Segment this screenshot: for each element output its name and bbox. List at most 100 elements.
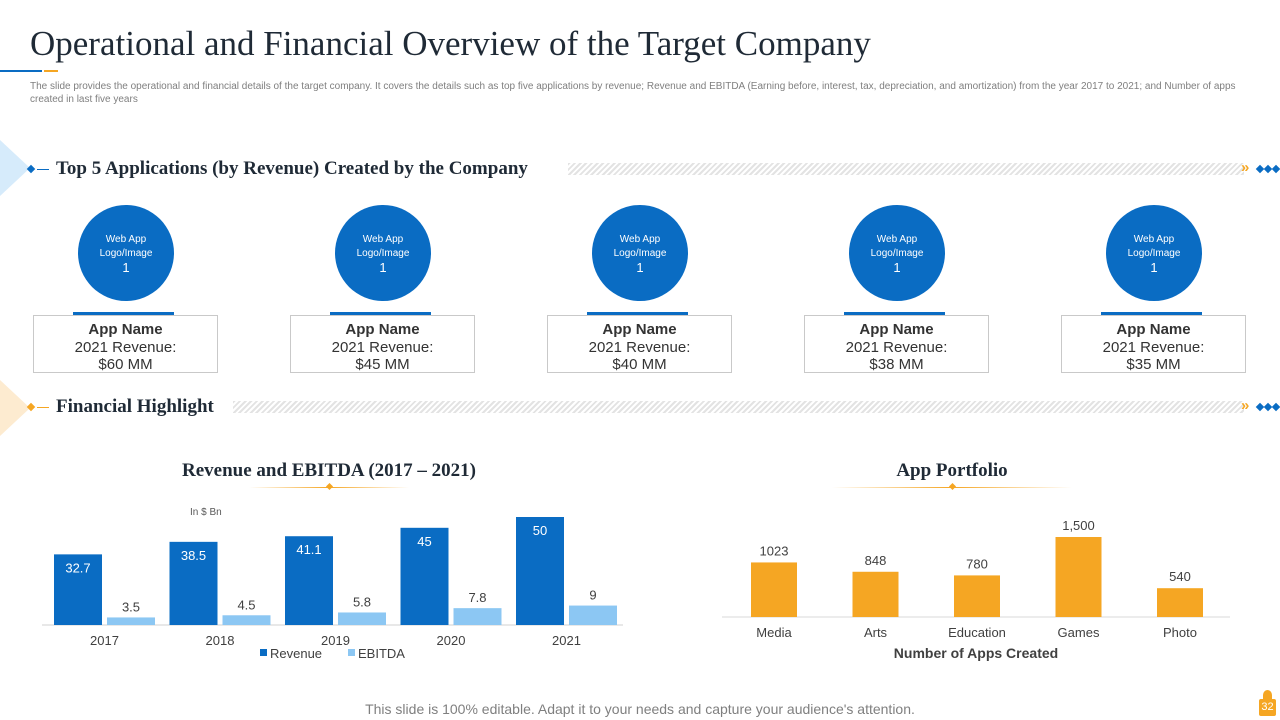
x-tick-label: Arts <box>864 625 888 640</box>
ebitda-bar <box>453 608 502 625</box>
section1-chevron-icon: » <box>1241 159 1250 176</box>
revenue-value-label: 32.7 <box>65 560 90 575</box>
page-badge-top-icon <box>1263 690 1272 700</box>
title-underline-blue <box>0 70 42 72</box>
app-info-box: App Name 2021 Revenue: $35 MM <box>1061 315 1246 373</box>
revenue-value-label: 45 <box>417 534 431 549</box>
app-name: App Name <box>1116 321 1191 338</box>
app-logo-line1: Web App <box>362 234 404 245</box>
x-tick-label: 2021 <box>552 633 581 648</box>
revenue-bar <box>400 527 449 625</box>
page-title: Operational and Financial Overview of th… <box>30 24 871 63</box>
revenue-ebitda-chart: In $ Bn 32.7 3.5 2017 38.5 4.5 2018 41.1 5.8 201… <box>42 507 623 661</box>
revenue-value-label: 38.5 <box>181 548 206 563</box>
app-logo-line1: Web App <box>105 234 147 245</box>
app-logo-line1: Web App <box>876 234 918 245</box>
portfolio-chart-title: App Portfolio <box>896 460 1008 481</box>
app-count-label: 780 <box>966 556 988 571</box>
app-revenue-value: $60 MM <box>98 356 153 373</box>
section2-title: Financial Highlight <box>56 396 214 417</box>
app-revenue-value: $35 MM <box>1126 356 1181 373</box>
unit-note: In $ Bn <box>190 507 222 518</box>
ebitda-bar <box>569 605 617 625</box>
legend-label-ebitda: EBITDA <box>358 646 405 661</box>
app-accent-bar <box>330 312 431 315</box>
ebitda-value-label: 4.5 <box>237 597 255 612</box>
app-revenue-value: $38 MM <box>869 356 924 373</box>
x-tick-label: 2019 <box>321 633 350 648</box>
app-logo-placeholder: Web App Logo/Image 1 <box>78 205 174 301</box>
app-revenue-label: 2021 Revenue: <box>331 339 434 356</box>
app-revenue-label: 2021 Revenue: <box>1102 339 1205 356</box>
app-logo-line1: Web App <box>1133 234 1175 245</box>
app-info-box: App Name 2021 Revenue: $60 MM <box>33 315 218 373</box>
x-tick-label: 2020 <box>437 633 466 648</box>
app-logo-line2: Logo/Image <box>356 248 410 259</box>
ebitda-bar <box>222 615 271 625</box>
app-count-label: 1023 <box>760 543 789 558</box>
app-card: Web App Logo/Image 1 App Name 2021 Reven… <box>547 205 732 373</box>
section2-chevron-icon: » <box>1241 397 1250 414</box>
app-logo-line2: Logo/Image <box>1127 248 1181 259</box>
app-logo-placeholder: Web App Logo/Image 1 <box>592 205 688 301</box>
ebitda-value-label: 3.5 <box>122 599 140 614</box>
section1-divider <box>568 163 1244 175</box>
section1-triangle-icon <box>0 140 30 196</box>
app-name: App Name <box>345 321 420 338</box>
app-portfolio-chart: 1023 Media 848 Arts 780 Education 1,500 Games 54… <box>722 518 1230 661</box>
app-revenue-label: 2021 Revenue: <box>588 339 691 356</box>
app-count-label: 540 <box>1169 569 1191 584</box>
title-underline-orange <box>44 70 58 72</box>
legend-label-revenue: Revenue <box>270 646 322 661</box>
section1-end-diamond-icon <box>1271 164 1280 174</box>
x-tick-label: Photo <box>1163 625 1197 640</box>
ebitda-value-label: 7.8 <box>468 590 486 605</box>
app-revenue-label: 2021 Revenue: <box>845 339 948 356</box>
revenue-bar <box>516 517 564 625</box>
app-accent-bar <box>587 312 688 315</box>
app-accent-bar <box>73 312 174 315</box>
app-logo-line2: Logo/Image <box>870 248 924 259</box>
app-logo-line1: Web App <box>619 234 661 245</box>
footer-note: This slide is 100% editable. Adapt it to… <box>365 701 915 717</box>
revenue-value-label: 41.1 <box>296 542 321 557</box>
section1-title: Top 5 Applications (by Revenue) Created … <box>56 158 528 179</box>
slide-description: The slide provides the operational and f… <box>30 81 1236 105</box>
app-count-bar <box>1157 588 1203 617</box>
portfolio-chart-title-diamond-icon <box>948 482 957 491</box>
x-tick-label: Education <box>948 625 1006 640</box>
app-card: Web App Logo/Image 1 App Name 2021 Reven… <box>290 205 475 373</box>
revenue-value-label: 50 <box>533 523 547 538</box>
revenue-bar <box>169 541 218 625</box>
app-name: App Name <box>859 321 934 338</box>
x-axis-label: Number of Apps Created <box>894 645 1058 661</box>
app-logo-placeholder: Web App Logo/Image 1 <box>849 205 945 301</box>
page-number: 32 <box>1259 699 1276 716</box>
app-logo-line2: Logo/Image <box>99 248 153 259</box>
section2-divider <box>233 401 1244 413</box>
revenue-bar <box>54 554 102 625</box>
app-count-label: 1,500 <box>1062 518 1095 533</box>
legend-swatch-ebitda <box>348 649 355 656</box>
app-count-bar <box>852 571 899 617</box>
app-logo-number: 1 <box>122 260 130 275</box>
section1-dash <box>37 169 49 170</box>
app-info-box: App Name 2021 Revenue: $38 MM <box>804 315 989 373</box>
app-revenue-value: $40 MM <box>612 356 667 373</box>
app-count-bar <box>751 562 797 617</box>
app-logo-line2: Logo/Image <box>613 248 667 259</box>
app-accent-bar <box>1101 312 1202 315</box>
app-logo-number: 1 <box>379 260 387 275</box>
x-tick-label: Media <box>756 625 792 640</box>
x-tick-label: 2018 <box>206 633 235 648</box>
app-count-bar <box>954 575 1000 617</box>
ebitda-bar <box>107 617 155 625</box>
app-logo-placeholder: Web App Logo/Image 1 <box>1106 205 1202 301</box>
app-name: App Name <box>602 321 677 338</box>
revenue-chart-title: Revenue and EBITDA (2017 – 2021) <box>182 460 476 481</box>
app-card: Web App Logo/Image 1 App Name 2021 Reven… <box>33 205 218 373</box>
x-tick-label: Games <box>1058 625 1100 640</box>
app-card: Web App Logo/Image 1 App Name 2021 Reven… <box>804 205 989 373</box>
app-info-box: App Name 2021 Revenue: $40 MM <box>547 315 732 373</box>
revenue-bar <box>285 536 333 625</box>
